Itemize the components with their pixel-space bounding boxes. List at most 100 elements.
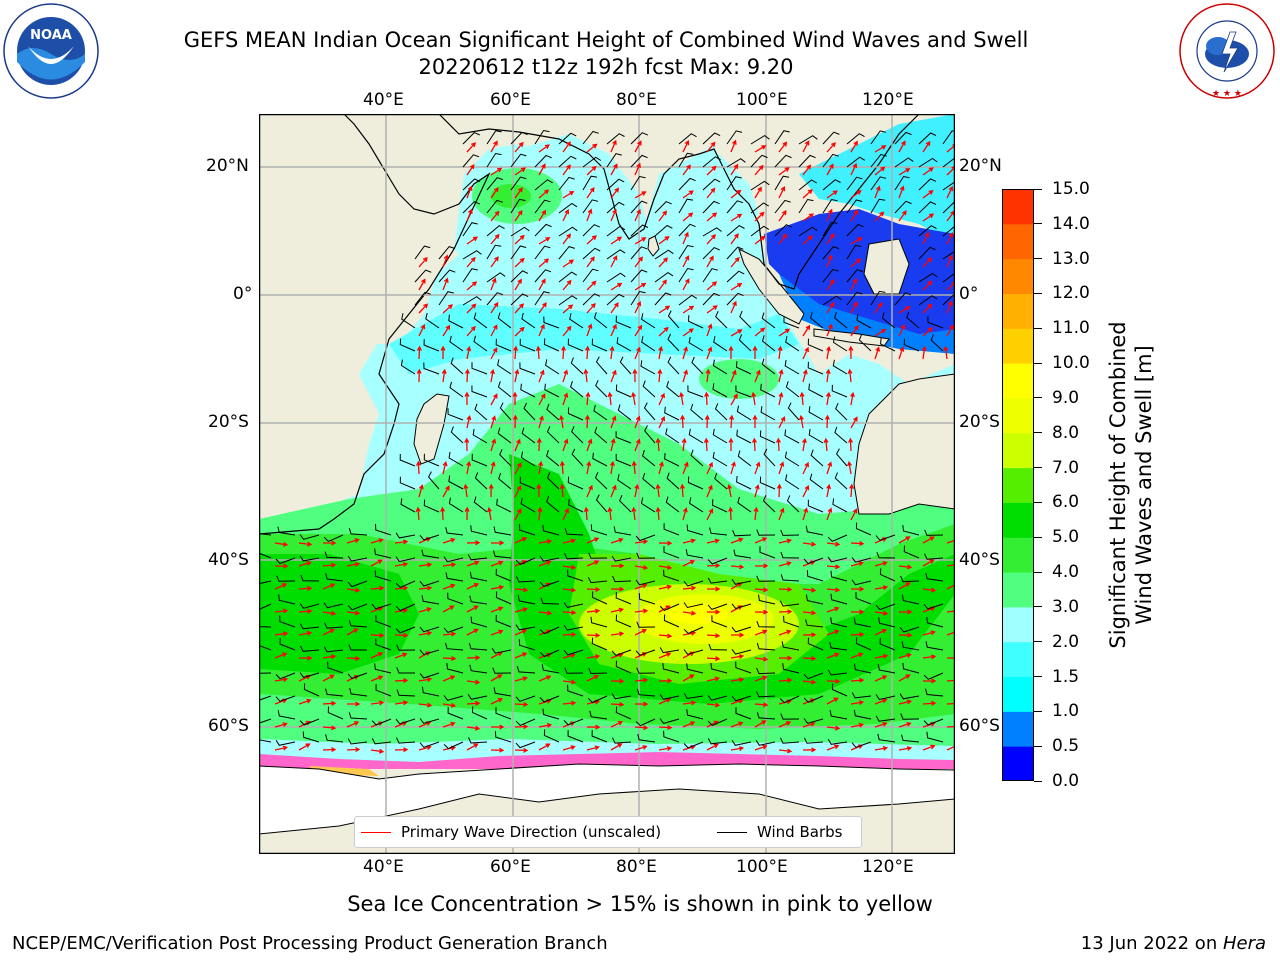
wind-barb	[521, 427, 536, 444]
wave-direction-arrow	[826, 461, 833, 475]
colorbar-cell	[1002, 606, 1034, 643]
wind-barb	[760, 406, 776, 421]
wind-barb	[414, 291, 431, 306]
wind-barb	[756, 691, 776, 698]
wave-direction-arrow	[418, 562, 433, 568]
wind-barb	[421, 549, 440, 559]
wave-direction-arrow	[610, 282, 623, 291]
noaa-logo-text: NOAA	[30, 28, 72, 43]
wave-direction-arrow	[370, 585, 385, 591]
wind-barb	[450, 426, 464, 444]
wind-barb	[543, 316, 560, 329]
wave-direction-arrow	[323, 540, 337, 546]
wind-barb	[736, 475, 752, 490]
colorbar-cell	[1002, 676, 1034, 712]
wave-direction-arrow	[850, 189, 862, 199]
wave-direction-arrow	[826, 678, 841, 684]
wave-direction-arrow	[610, 702, 625, 707]
wind-barb	[469, 664, 488, 674]
wave-direction-arrow	[586, 438, 593, 452]
wave-direction-arrow	[802, 164, 812, 176]
wind-barb	[395, 556, 416, 563]
wave-direction-arrow	[584, 414, 590, 429]
wave-direction-arrow	[490, 540, 505, 546]
wave-direction-arrow	[610, 255, 618, 268]
wind-barb	[894, 131, 912, 145]
lon-tick-bottom: 80°E	[616, 857, 657, 877]
wind-barb	[582, 247, 601, 260]
wind-barb	[726, 224, 745, 237]
wind-barb	[678, 244, 694, 260]
wave-direction-arrow	[776, 437, 781, 452]
sea-ice-note: Sea Ice Concentration > 15% is shown in …	[347, 892, 933, 916]
wave-direction-arrow	[707, 586, 721, 592]
wave-direction-arrow	[538, 258, 550, 268]
wind-barb	[473, 496, 488, 513]
wind-barb	[568, 498, 584, 513]
wave-direction-arrow	[729, 414, 735, 429]
wind-barb	[712, 383, 728, 398]
wind-barb	[471, 385, 488, 398]
wind-barb	[593, 312, 608, 329]
wave-direction-arrow	[826, 507, 833, 521]
wind-barb	[539, 626, 560, 635]
wind-barb	[425, 312, 440, 329]
wave-direction-arrow	[586, 537, 600, 544]
wind-barb	[427, 471, 440, 490]
wave-direction-arrow	[418, 607, 432, 613]
equatorial-band	[389, 304, 799, 374]
wind-barb	[659, 694, 680, 700]
wave-direction-arrow	[847, 460, 852, 475]
wave-direction-arrow	[514, 724, 529, 730]
wind-barb	[635, 579, 656, 586]
wave-direction-arrow	[513, 345, 519, 360]
wind-barb	[471, 362, 488, 375]
wave-direction-arrow	[346, 628, 359, 636]
wave-direction-arrow	[778, 655, 793, 661]
wave-direction-arrow	[490, 368, 495, 383]
wind-barb	[785, 336, 800, 352]
wave-direction-arrow	[706, 743, 719, 751]
wave-direction-arrow	[776, 483, 782, 498]
wave-direction-arrow	[562, 507, 569, 521]
wind-barb	[563, 649, 584, 656]
wind-barb	[635, 649, 656, 656]
wind-barb	[832, 336, 848, 352]
wind-barb	[594, 426, 608, 444]
colorbar-tick-label: 4.0	[1052, 562, 1080, 583]
wave-direction-arrow	[370, 675, 384, 682]
wave-direction-arrow	[536, 437, 542, 452]
wind-barb	[663, 546, 680, 559]
wind-barb	[683, 602, 704, 609]
wind-barb	[558, 271, 578, 283]
colorbar-cell	[1002, 223, 1034, 260]
wave-direction-arrow	[655, 437, 661, 452]
wave-direction-arrow	[488, 483, 494, 498]
wind-barb	[546, 495, 560, 513]
wind-barb	[798, 198, 814, 214]
wave-direction-arrow	[730, 564, 745, 570]
wave-direction-arrow	[826, 587, 841, 593]
wind-barb	[918, 178, 937, 191]
wave-direction-arrow	[466, 679, 481, 685]
wind-barb	[630, 132, 648, 145]
wind-barb	[702, 268, 718, 283]
wind-barb	[616, 337, 632, 352]
wave-direction-arrow	[562, 538, 577, 544]
wind-barb	[449, 335, 464, 352]
wind-barb	[636, 621, 656, 628]
wind-barb	[571, 426, 584, 444]
wind-barb	[493, 550, 512, 559]
wave-direction-arrow	[682, 461, 689, 475]
wind-barb	[663, 523, 680, 536]
wind-barb	[299, 603, 320, 609]
wave-direction-arrow	[706, 281, 718, 291]
wave-direction-arrow	[655, 483, 661, 498]
wave-direction-arrow	[898, 564, 913, 570]
wave-direction-arrow	[778, 586, 793, 592]
wave-direction-arrow	[514, 368, 520, 383]
wave-direction-arrow	[682, 559, 696, 567]
wind-barb	[299, 645, 320, 652]
wind-barb	[438, 246, 456, 260]
wave-direction-arrow	[658, 305, 671, 314]
